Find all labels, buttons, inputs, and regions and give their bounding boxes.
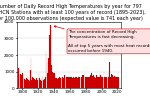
Bar	[100, 75, 101, 88]
Bar	[116, 77, 117, 88]
Bar	[87, 77, 88, 88]
Bar	[67, 77, 68, 88]
Bar	[110, 77, 111, 88]
Bar	[108, 77, 109, 88]
Bar	[102, 77, 103, 88]
Bar	[53, 73, 54, 88]
Bar	[94, 77, 95, 88]
Bar	[22, 73, 23, 88]
Bar	[66, 77, 67, 88]
Bar	[60, 78, 61, 88]
Bar	[82, 75, 83, 88]
Bar	[24, 79, 25, 88]
Bar	[63, 78, 64, 88]
Bar	[86, 77, 87, 88]
Bar	[70, 77, 71, 88]
Bar	[44, 79, 45, 88]
Bar	[26, 78, 27, 88]
Bar	[27, 79, 28, 88]
Bar	[50, 25, 51, 88]
Bar	[72, 78, 73, 88]
Title: Number of Daily Record High Temperatures by year for 797
USHCN Stations with at : Number of Daily Record High Temperatures…	[0, 4, 146, 21]
Bar	[77, 78, 78, 88]
Bar	[20, 74, 21, 88]
Bar	[41, 81, 42, 88]
Bar	[81, 77, 82, 88]
Bar	[75, 77, 76, 88]
Bar	[36, 78, 37, 88]
Bar	[61, 77, 62, 88]
Bar	[69, 77, 70, 88]
Bar	[89, 77, 90, 88]
Bar	[71, 77, 72, 88]
Bar	[114, 76, 115, 88]
Bar	[47, 73, 48, 88]
Bar	[109, 62, 110, 88]
Bar	[93, 75, 94, 88]
Bar	[37, 80, 38, 88]
Bar	[83, 75, 84, 88]
Bar	[52, 72, 53, 88]
Bar	[101, 77, 102, 88]
Bar	[58, 78, 59, 88]
Bar	[59, 77, 60, 88]
Bar	[55, 78, 56, 88]
Bar	[62, 77, 63, 88]
Bar	[21, 75, 22, 88]
Bar	[56, 78, 57, 88]
Bar	[80, 77, 81, 88]
Bar	[117, 77, 118, 88]
Bar	[92, 76, 93, 88]
Bar	[64, 75, 65, 88]
Bar	[54, 73, 55, 88]
Bar	[91, 73, 92, 88]
Bar	[35, 80, 36, 88]
Bar	[103, 72, 104, 88]
Bar	[95, 78, 96, 88]
Bar	[90, 75, 91, 88]
Bar	[103, 77, 104, 88]
Bar	[104, 77, 105, 88]
Bar	[68, 77, 69, 88]
Bar	[105, 77, 106, 88]
Bar	[33, 78, 34, 88]
Bar	[46, 62, 47, 88]
Bar	[74, 78, 75, 88]
Bar	[51, 65, 52, 88]
Bar	[18, 68, 19, 88]
Bar	[29, 81, 30, 88]
Bar	[43, 80, 44, 88]
Bar	[28, 80, 29, 88]
Text: The concentration of Record High
Temperatures is fast decreasing.

All of top 5 : The concentration of Record High Tempera…	[54, 26, 150, 53]
Bar	[79, 77, 80, 88]
Bar	[32, 77, 33, 88]
Bar	[97, 77, 98, 88]
Bar	[88, 77, 89, 88]
Bar	[112, 75, 113, 88]
Bar	[39, 78, 40, 88]
Bar	[96, 75, 97, 88]
Bar	[111, 74, 112, 88]
Bar	[49, 35, 50, 88]
Bar	[45, 77, 46, 88]
Bar	[48, 58, 49, 88]
Bar	[106, 77, 107, 88]
Bar	[85, 77, 86, 88]
Bar	[38, 81, 39, 88]
Bar	[61, 77, 62, 88]
Bar	[25, 80, 26, 88]
Bar	[40, 80, 41, 88]
Bar	[78, 77, 79, 88]
Bar	[113, 77, 114, 88]
Bar	[19, 73, 20, 88]
Bar	[30, 70, 31, 88]
Bar	[98, 77, 99, 88]
